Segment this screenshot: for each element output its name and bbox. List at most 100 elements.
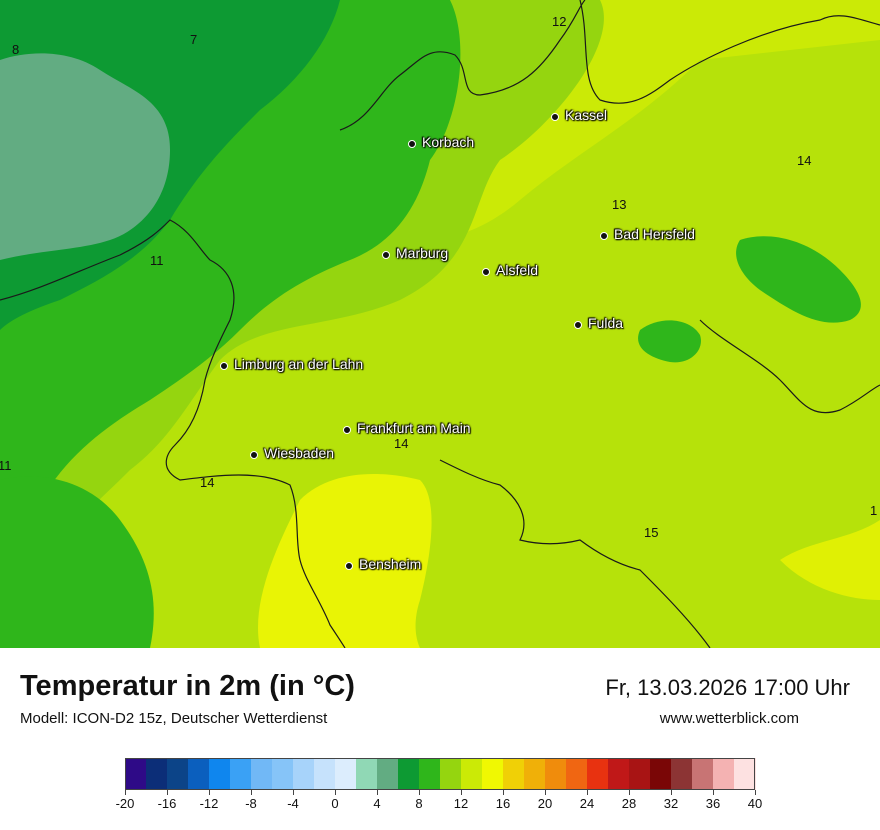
city-marker-icon bbox=[408, 140, 416, 148]
city-marker-icon bbox=[574, 321, 582, 329]
website-link: www.wetterblick.com bbox=[659, 710, 799, 727]
legend-tick-mark bbox=[755, 790, 756, 795]
legend-color-swatch bbox=[713, 758, 735, 790]
legend-tick-mark bbox=[125, 790, 126, 795]
legend-tick-mark bbox=[377, 790, 378, 795]
isotherm-label: 11 bbox=[0, 458, 12, 473]
legend-color-swatch bbox=[524, 758, 546, 790]
city-label: Korbach bbox=[422, 134, 475, 150]
legend-tick-mark bbox=[209, 790, 210, 795]
legend-color-swatch bbox=[650, 758, 672, 790]
legend-tick-label: 36 bbox=[705, 796, 721, 811]
isotherm-label: 14 bbox=[797, 153, 812, 168]
city-marker-icon bbox=[220, 362, 228, 370]
legend-tick-label: 12 bbox=[453, 796, 469, 811]
city-label: Bensheim bbox=[359, 556, 422, 572]
legend-color-swatch bbox=[671, 758, 693, 790]
legend-color-swatch bbox=[440, 758, 462, 790]
legend-tick-label: -8 bbox=[245, 796, 257, 811]
legend-color-swatch bbox=[125, 758, 147, 790]
legend-color-swatch bbox=[503, 758, 525, 790]
legend-tick-mark bbox=[587, 790, 588, 795]
legend-color-swatch bbox=[230, 758, 252, 790]
temp-zone-green-south bbox=[0, 476, 154, 648]
isotherm-label: 8 bbox=[12, 42, 20, 57]
legend-color-swatch bbox=[608, 758, 630, 790]
legend-tick-label: 20 bbox=[537, 796, 553, 811]
legend-tick-mark bbox=[545, 790, 546, 795]
isotherm-label: 11 bbox=[150, 253, 164, 268]
legend-tick-label: 32 bbox=[663, 796, 679, 811]
city-marker-icon bbox=[343, 426, 351, 434]
legend-color-swatch bbox=[314, 758, 336, 790]
legend-tick-mark bbox=[713, 790, 714, 795]
legend-tick-label: 0 bbox=[331, 796, 339, 811]
temp-zone-yellow bbox=[258, 474, 432, 648]
legend-color-swatch bbox=[734, 758, 756, 790]
legend-color-swatch bbox=[692, 758, 714, 790]
city-label: Frankfurt am Main bbox=[357, 420, 471, 436]
legend-tick-mark bbox=[629, 790, 630, 795]
legend-tick-label: 24 bbox=[579, 796, 595, 811]
map-canvas bbox=[0, 0, 880, 648]
legend-tick-mark bbox=[293, 790, 294, 795]
isotherm-label: 7 bbox=[190, 32, 198, 47]
legend-color-swatch bbox=[272, 758, 294, 790]
legend-tick-label: -12 bbox=[199, 796, 219, 811]
city-marker-icon bbox=[482, 268, 490, 276]
legend-color-swatch bbox=[251, 758, 273, 790]
city-label: Bad Hersfeld bbox=[614, 226, 695, 242]
legend-color-swatch bbox=[335, 758, 357, 790]
temperature-map: 8 7 12 14 13 11 14 11 14 15 1 Kassel Korbach Bad Her… bbox=[0, 0, 880, 648]
legend-tick-label: 16 bbox=[495, 796, 511, 811]
temp-zone-green-east bbox=[736, 236, 861, 323]
legend-color-swatch bbox=[146, 758, 168, 790]
model-info: Modell: ICON-D2 15z, Deutscher Wetterdie… bbox=[20, 710, 328, 727]
temp-zone-yellow-east bbox=[780, 520, 880, 600]
legend-color-swatch bbox=[356, 758, 378, 790]
temperature-legend: -20 -16 -12 -8 -4 0 4 8 12 16 20 24 28 32 36 40 bbox=[0, 750, 880, 830]
legend-color-swatch bbox=[482, 758, 504, 790]
legend-tick-mark bbox=[419, 790, 420, 795]
legend-tick-label: 8 bbox=[415, 796, 423, 811]
map-title: Temperatur in 2m (in °C) bbox=[20, 670, 355, 702]
legend-tick-label: 28 bbox=[621, 796, 637, 811]
isotherm-label: 12 bbox=[552, 14, 567, 29]
legend-color-swatch bbox=[167, 758, 189, 790]
legend-color-swatch bbox=[209, 758, 231, 790]
legend-tick-label: -4 bbox=[287, 796, 299, 811]
isotherm-label: 13 bbox=[612, 197, 627, 212]
city-label: Kassel bbox=[565, 107, 608, 123]
legend-color-swatch bbox=[461, 758, 483, 790]
city-label: Marburg bbox=[396, 245, 449, 261]
legend-tick-mark bbox=[335, 790, 336, 795]
city-marker-icon bbox=[345, 562, 353, 570]
state-border bbox=[0, 0, 880, 648]
isotherm-label: 1 bbox=[870, 503, 878, 518]
legend-tick-mark bbox=[461, 790, 462, 795]
legend-tick-mark bbox=[167, 790, 168, 795]
isotherm-label: 15 bbox=[644, 525, 659, 540]
city-label: Wiesbaden bbox=[264, 445, 335, 461]
legend-frame bbox=[125, 758, 755, 790]
legend-tick-label: -20 bbox=[115, 796, 135, 811]
legend-color-swatch bbox=[545, 758, 567, 790]
legend-color-swatch bbox=[188, 758, 210, 790]
temp-zone-yellow-green bbox=[0, 40, 880, 648]
forecast-datetime: Fr, 13.03.2026 17:00 Uhr bbox=[605, 675, 850, 700]
legend-color-swatch bbox=[587, 758, 609, 790]
temp-zone-green-fulda bbox=[638, 320, 701, 363]
legend-color-swatch bbox=[629, 758, 651, 790]
city-marker-icon bbox=[250, 451, 258, 459]
city-label: Fulda bbox=[588, 315, 624, 331]
legend-tick-mark bbox=[671, 790, 672, 795]
legend-color-swatch bbox=[566, 758, 588, 790]
legend-tick-label: 40 bbox=[747, 796, 763, 811]
legend-tick-mark bbox=[251, 790, 252, 795]
legend-tick-label: -16 bbox=[157, 796, 177, 811]
legend-color-swatch bbox=[377, 758, 399, 790]
temp-zone-cool-gray-green bbox=[0, 53, 170, 260]
legend-color-swatch bbox=[398, 758, 420, 790]
legend-tick-label: 4 bbox=[373, 796, 381, 811]
city-marker-icon bbox=[600, 232, 608, 240]
